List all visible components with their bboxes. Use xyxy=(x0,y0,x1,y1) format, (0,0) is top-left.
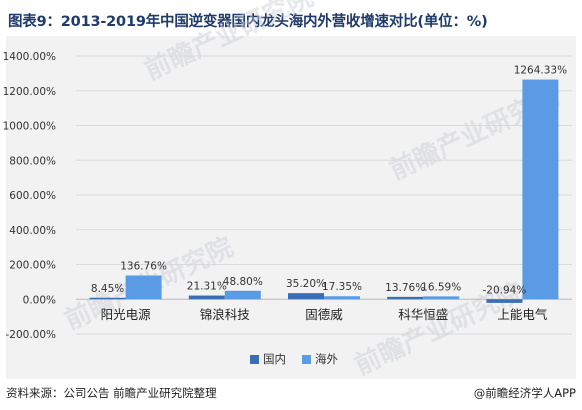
legend: 国内 海外 xyxy=(250,352,338,366)
bar-domestic xyxy=(188,295,225,300)
chart-title: 图表9：2013-2019年中国逆变器国内龙头海内外营收增速对比(单位：%) xyxy=(8,14,488,30)
x-category-label: 上能电气 xyxy=(497,307,548,322)
x-category-label: 固德威 xyxy=(305,307,343,322)
legend-label: 海外 xyxy=(315,352,338,366)
bar-overseas xyxy=(224,290,261,300)
data-label: 16.59% xyxy=(421,281,461,293)
data-label: 8.45% xyxy=(91,283,124,295)
y-tick-label: 200.00% xyxy=(9,260,56,272)
bar-domestic xyxy=(387,296,424,300)
data-label: 21.31% xyxy=(187,281,227,293)
x-category-label: 阳光电源 xyxy=(101,307,152,322)
bars xyxy=(89,79,559,303)
brand-credit: @前瞻经济学人APP xyxy=(473,386,576,400)
data-label: 35.20% xyxy=(286,278,326,290)
data-label: 48.80% xyxy=(223,276,263,288)
data-label: 1264.33% xyxy=(514,65,567,77)
data-label: -20.94% xyxy=(482,284,526,296)
bar-domestic xyxy=(89,297,126,300)
bar-overseas xyxy=(324,296,360,300)
y-tick-label: 600.00% xyxy=(9,190,56,202)
chart-panel xyxy=(6,36,576,379)
data-label: 13.76% xyxy=(385,282,425,294)
source-note: 资料来源：公司公告 前瞻产业研究院整理 xyxy=(6,386,217,400)
y-tick-label: 1200.00% xyxy=(3,86,56,98)
footer: 资料来源：公司公告 前瞻产业研究院整理 @前瞻经济学人APP xyxy=(6,385,576,405)
watermarks: 前瞻产业研究院 前瞻产业研究院 前瞻产业研究院 前瞻产业研究院 xyxy=(60,0,563,381)
data-labels: 8.45% 136.76% 21.31%48.80% 35.20%17.35% 13.7… xyxy=(91,65,567,297)
data-label: 136.76% xyxy=(120,260,167,272)
bar-domestic xyxy=(288,293,324,300)
bar-overseas xyxy=(522,79,559,300)
y-tick-label: 0.00% xyxy=(23,294,56,306)
y-tick-label: 1400.00% xyxy=(3,51,56,63)
svg-text:前瞻产业研究院: 前瞻产业研究院 xyxy=(140,0,318,86)
x-category-label: 科华恒盛 xyxy=(398,307,448,322)
y-tick-label: 800.00% xyxy=(9,155,56,167)
x-category-label: 锦浪科技 xyxy=(200,307,251,322)
legend-swatch xyxy=(302,355,311,364)
y-tick-label: -200.00% xyxy=(5,329,56,341)
bar-overseas xyxy=(125,275,162,300)
y-axis-ticks: -200.00% 0.00% 200.00% 400.00% 600.00% 800.00… xyxy=(3,51,56,341)
bar-domestic xyxy=(486,299,523,303)
bar-overseas xyxy=(423,296,460,300)
data-label: 17.35% xyxy=(322,281,362,293)
legend-swatch xyxy=(250,355,259,364)
x-axis-categories: 阳光电源 锦浪科技 固德威 科华恒盛 上能电气 xyxy=(101,307,548,322)
legend-label: 国内 xyxy=(263,352,286,366)
y-tick-label: 1000.00% xyxy=(3,121,56,133)
y-tick-label: 400.00% xyxy=(9,225,56,237)
